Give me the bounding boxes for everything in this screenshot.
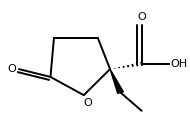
Text: O: O [83,98,92,108]
Text: OH: OH [170,59,188,69]
Text: O: O [8,64,16,74]
Text: O: O [137,12,146,22]
Polygon shape [110,69,123,93]
